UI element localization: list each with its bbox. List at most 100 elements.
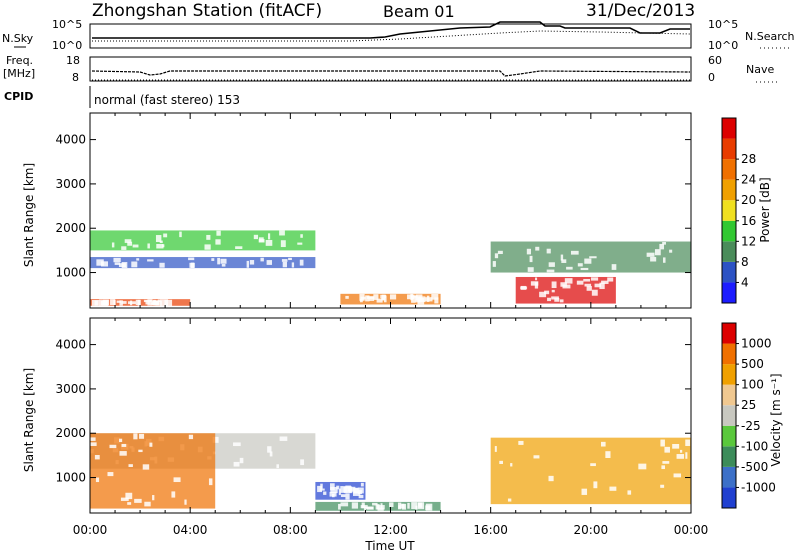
power-echo-gap [583,278,591,282]
velocity-echo-gap [411,502,418,510]
velocity-echo-gap [343,486,352,494]
velocity-y-tick-label: 1000 [55,471,86,485]
power-echo-gap [164,299,173,307]
power-echo-region [490,241,691,273]
power-echo-gap [217,257,221,265]
velocity-echo-gap [360,482,364,487]
velocity-echo-gap [360,505,368,509]
x-tick-label: 00:00 [674,523,709,537]
power-echo-gap [591,289,598,296]
power-echo-gap [559,299,564,303]
velocity-echo-gap [142,464,150,470]
power-echo-gap [646,252,655,257]
velocity-echo-gap [212,436,219,443]
velocity-colorbar-tick-label: 500 [741,357,764,371]
noise-right-tick-bottom: 10^0 [708,39,738,52]
noise-left-tick-top: 10^5 [52,18,82,31]
power-y-label: Slant Range [km] [22,163,36,267]
velocity-echo-gap [627,490,632,495]
power-echo-gap [94,300,98,306]
x-tick-label: 04:00 [173,523,208,537]
power-colorbar-swatch [722,138,736,160]
power-echo-gap [494,253,499,259]
power-echo-gap [434,297,439,304]
power-colorbar-swatch [722,200,736,221]
power-colorbar: 4 8 12 16 20 24 28 [721,117,756,304]
power-echo-gap [249,260,255,265]
power-echo-gap [220,258,227,264]
velocity-echo-gap [269,451,273,457]
power-echo-gap [529,255,533,263]
x-axis-label: Time UT [364,539,415,553]
power-echo-gap [266,260,273,265]
velocity-echo-gap [338,488,341,496]
noise-left-tick-bottom: 10^0 [52,39,82,52]
power-echo-gap [101,261,109,267]
power-colorbar-swatch [722,261,736,283]
velocity-echo-gap [173,477,181,483]
power-echo-gap [188,257,195,261]
x-tick-label: 08:00 [273,523,308,537]
velocity-colorbar-swatch [722,364,736,385]
velocity-colorbar-swatch [722,384,736,406]
power-echo-gap [669,249,673,253]
cpid-panel: CPID normal (fast stereo) 153 [4,86,240,108]
velocity-echo-gap [118,438,123,443]
velocity-echo-gap [107,472,114,477]
velocity-echo-gap [389,502,394,508]
velocity-echo-gap [415,505,418,510]
power-echo-gap [607,277,614,282]
power-echo-gap [121,246,127,250]
velocity-colorbar-frame [721,322,737,509]
power-echo-gap [662,241,666,245]
velocity-echo-gap [590,463,596,467]
power-echo-gap [137,299,141,306]
power-echo-gap [246,260,250,268]
velocity-echo-gap [672,443,680,449]
power-echo-gap [546,248,551,254]
velocity-colorbar-tick-label: -500 [741,460,768,474]
velocity-y-axis: 1000 2000 3000 4000 [55,318,692,513]
power-echo-gap [547,297,551,302]
velocity-echo-gap [317,485,323,493]
power-echo-gap [551,296,559,300]
power-echo-gap [589,256,597,259]
velocity-echo-gap [357,487,364,494]
velocity-echo-gap [418,503,422,506]
velocity-echo-band [490,437,691,505]
velocity-colorbar-tick-label: -100 [741,439,768,453]
power-y-tick-label: 2000 [55,221,86,235]
velocity-echo-gap [673,473,682,478]
x-tick-label: 16:00 [473,523,508,537]
velocity-echo-gap [609,486,617,491]
velocity-echo-gap [127,502,132,505]
velocity-echo-gap [184,499,187,505]
beam-label: Beam 01 [383,2,455,21]
velocity-y-tick-label: 4000 [55,338,86,352]
freq-line [91,70,691,77]
power-echo-gap [121,301,127,304]
velocity-echo-gap [533,455,540,459]
power-echo-gap [124,239,132,243]
velocity-echo-gap [90,437,96,441]
velocity-y-label: Slant Range [km] [22,368,36,472]
power-echo-gap [560,282,567,287]
power-echo-gap [526,248,531,255]
power-echo-gap [118,263,126,268]
velocity-echo-gap [90,442,97,446]
noise-right-label: N.Search [745,30,795,43]
power-echo-gap [654,249,661,256]
power-echo-gap [539,291,547,298]
velocity-echo-gap [139,433,145,439]
power-echo-gap [114,262,120,265]
power-echo-gap [554,298,560,302]
power-echo-gap [147,259,154,262]
power-echo-gap [235,246,243,250]
x-tick-label: 20:00 [574,523,609,537]
power-echo-gap [291,262,295,268]
velocity-echo-gap [345,493,350,500]
velocity-echo-gap [581,488,588,495]
power-colorbar-tick-label: 4 [741,275,749,289]
velocity-echo-gap [661,465,666,470]
power-echo-gap [662,257,666,263]
